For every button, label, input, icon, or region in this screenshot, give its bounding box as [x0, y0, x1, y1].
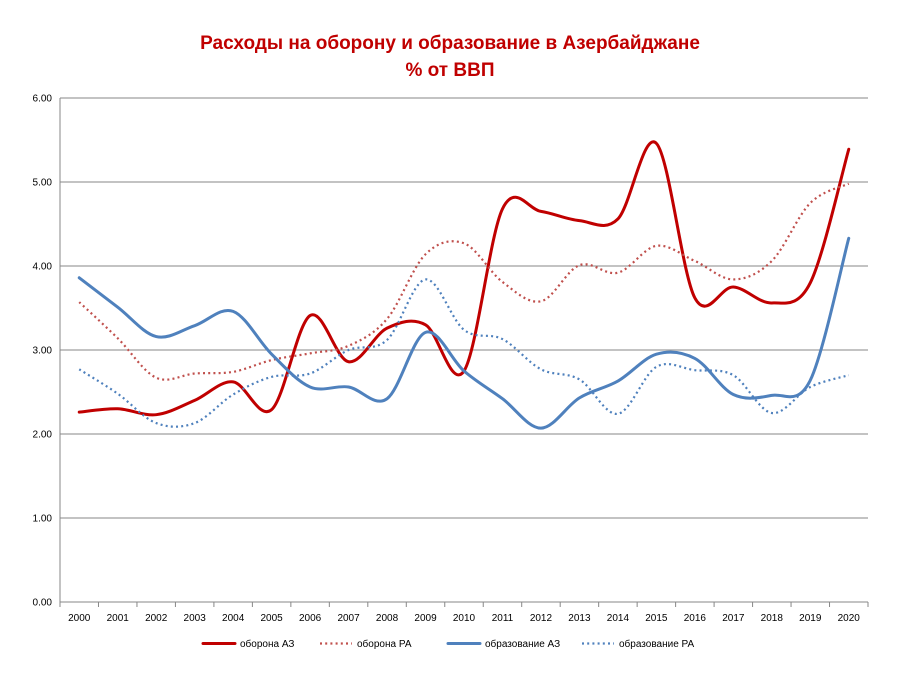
chart-title: Расходы на оборону и образование в Азерб… — [200, 33, 700, 54]
legend-label: оборона РА — [357, 638, 412, 650]
legend: оборона АЗ оборона РА образование АЗ образо… — [201, 638, 695, 650]
x-tick-label: 2019 — [799, 613, 822, 624]
x-tick-label: 2015 — [645, 613, 668, 624]
x-tick-label: 2011 — [492, 613, 514, 624]
series-lines — [77, 140, 851, 430]
x-tick-label: 2017 — [722, 613, 745, 624]
series-line — [77, 236, 851, 430]
x-tick-label: 2014 — [607, 613, 630, 624]
x-tick-label: 2007 — [337, 613, 360, 624]
y-tick-label: 3.00 — [33, 346, 53, 357]
x-tick-label: 2018 — [761, 613, 784, 624]
y-tick-label: 6.00 — [33, 94, 53, 105]
legend-label: образование АЗ — [485, 638, 560, 650]
x-axis-tick-labels: 2000 2001 2002 2003 2004 2005 2006 2007 2008 2009… — [68, 613, 860, 624]
series-line — [78, 182, 850, 381]
x-tick-label: 2013 — [568, 613, 591, 624]
y-tick-label: 1.00 — [33, 514, 53, 525]
x-tick-label: 2016 — [684, 613, 707, 624]
y-tick-label: 5.00 — [33, 178, 53, 189]
x-tick-label: 2020 — [838, 613, 861, 624]
y-tick-label: 0.00 — [33, 598, 53, 609]
gridlines — [60, 97, 868, 519]
x-tick-label: 2010 — [453, 613, 476, 624]
x-tick-label: 2006 — [299, 613, 322, 624]
x-tick-label: 2008 — [376, 613, 399, 624]
x-tick-label: 2009 — [414, 613, 437, 624]
x-tick-label: 2001 — [107, 613, 130, 624]
y-axis-tick-labels: 0.00 1.00 2.00 3.00 4.00 5.00 6.00 — [33, 94, 53, 609]
series-line — [78, 278, 850, 428]
x-tick-label: 2003 — [184, 613, 207, 624]
series-line — [77, 140, 851, 417]
axes — [59, 98, 869, 607]
x-tick-label: 2000 — [68, 613, 91, 624]
legend-label: образование РА — [619, 638, 695, 650]
x-tick-label: 2005 — [260, 613, 283, 624]
x-tick-label: 2004 — [222, 613, 245, 624]
x-tick-label: 2012 — [530, 613, 553, 624]
chart-subtitle: % от ВВП — [405, 60, 495, 81]
y-tick-label: 2.00 — [33, 430, 53, 441]
x-tick-label: 2002 — [145, 613, 168, 624]
legend-label: оборона АЗ — [240, 638, 294, 650]
y-tick-label: 4.00 — [33, 262, 53, 273]
